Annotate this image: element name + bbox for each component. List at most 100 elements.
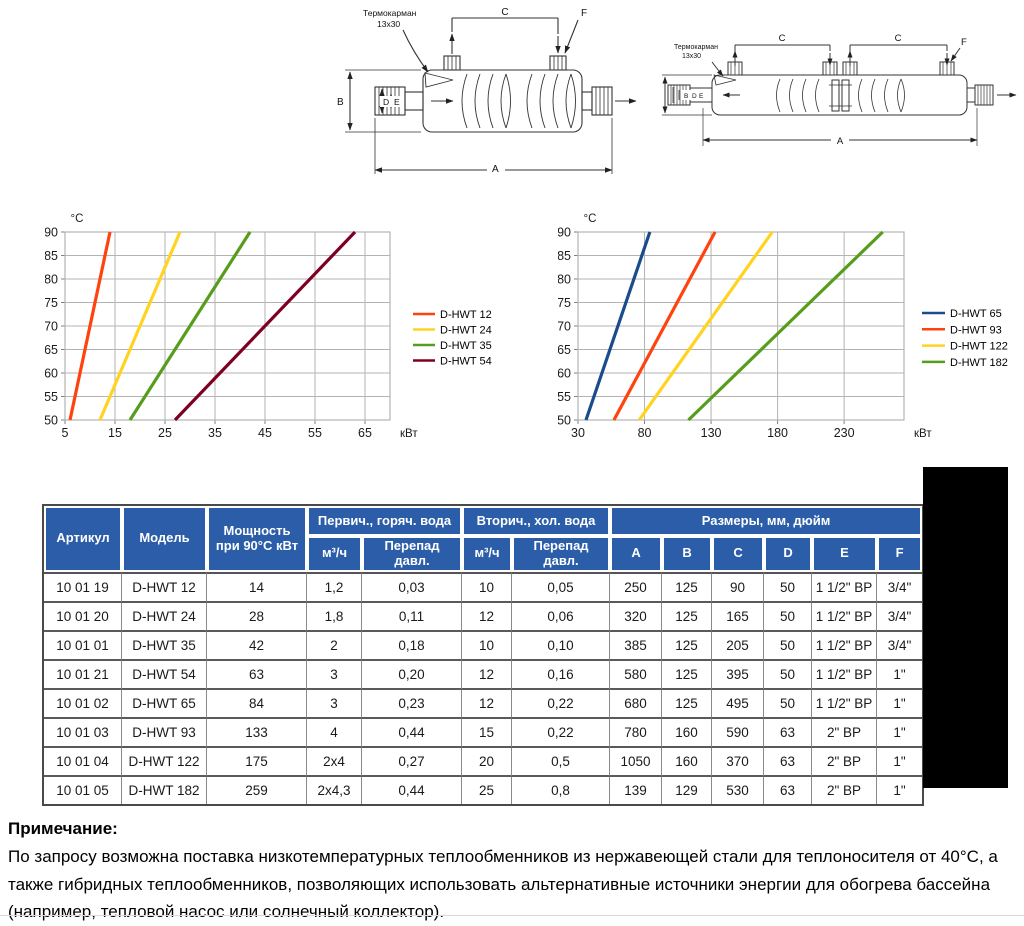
series-line-D-HWT 65 [584, 231, 652, 421]
coil-bundle [776, 78, 905, 113]
table-cell: 205 [712, 631, 765, 661]
svg-text:30: 30 [571, 426, 585, 440]
svg-text:55: 55 [45, 390, 58, 404]
dim-c-label: C [501, 7, 508, 18]
group-header-dimensions: Размеры, мм, дюйм [610, 506, 923, 536]
table-row: 10 01 01 D-HWT 35 42 2 0,18 10 0,10 385 125 205 50… [44, 631, 923, 661]
table-cell: 0,5 [512, 747, 611, 777]
series-line-D-HWT 24 [98, 231, 182, 421]
table-cell: 12 [462, 602, 513, 632]
table-cell: 0,8 [512, 776, 611, 804]
series-line-D-HWT 12 [68, 231, 112, 421]
table-cell: D-HWT 12 [122, 571, 207, 603]
table-cell: 1 1/2" ВР [812, 571, 878, 603]
x-axis-unit: кВт [400, 428, 418, 440]
col-header-dim-c: C [712, 536, 765, 572]
specification-table: Артикул Модель Мощность при 90°С кВт Пер… [42, 504, 925, 806]
thermowell-label: Термокарман [674, 44, 718, 51]
table-cell: 10 01 02 [44, 689, 122, 719]
thermowell-leader [402, 29, 429, 73]
svg-text:25: 25 [158, 426, 172, 440]
group-header-secondary: Вторич., хол. вода [462, 506, 611, 536]
group-header-primary: Первич., горяч. вода [307, 506, 463, 536]
svg-text:45: 45 [258, 426, 272, 440]
table-cell: 125 [662, 602, 713, 632]
svg-text:35: 35 [208, 426, 222, 440]
col-header-flow-primary: м³/ч [307, 536, 362, 572]
table-cell: 4 [307, 718, 362, 748]
dim-b-label: B [337, 97, 344, 108]
svg-text:85: 85 [45, 249, 58, 263]
table-cell: 0,10 [512, 631, 611, 661]
table-cell: 0,11 [362, 602, 463, 632]
table-cell: 3/4" [877, 571, 923, 603]
table-cell: 42 [207, 631, 307, 661]
table-cell: D-HWT 93 [122, 718, 207, 748]
legend-item-label: D-HWT 122 [950, 341, 1008, 353]
svg-text:15: 15 [108, 426, 122, 440]
note-body: По запросу возможна поставка низкотемпер… [8, 847, 998, 922]
svg-text:5: 5 [62, 426, 69, 440]
table-cell: 50 [764, 631, 813, 661]
table-cell: 1" [877, 661, 923, 690]
table-body: 10 01 19 D-HWT 12 14 1,2 0,03 10 0,05 250 125 90 5… [44, 571, 923, 804]
table-cell: 1" [877, 690, 923, 719]
col-header-model: Модель [122, 506, 207, 572]
dim-d-label: D [692, 93, 697, 100]
dim-c2-lines [849, 44, 948, 51]
table-cell: 10 01 20 [44, 602, 122, 632]
power-chart-dhwt-65-182: 30 80 130 180 230 50 55 60 65 70 75 80 85 90 °C кВт D-HW… [558, 213, 1008, 440]
dim-f-label: F [961, 37, 967, 48]
table-cell: 63 [764, 776, 813, 804]
dim-c-lines [451, 17, 559, 34]
table-cell: 125 [662, 571, 713, 603]
table-cell: 165 [712, 602, 765, 632]
table-cell: 15 [462, 718, 513, 748]
table-cell: 28 [207, 602, 307, 632]
legend-item-label: D-HWT 65 [950, 308, 1002, 320]
table-cell: 160 [662, 747, 713, 777]
table-cell: 84 [207, 689, 307, 719]
table-header: Артикул Модель Мощность при 90°С кВт Пер… [44, 506, 923, 572]
thermowell-icon [713, 74, 737, 86]
coil-bundle-1 [461, 73, 511, 129]
svg-text:180: 180 [767, 426, 788, 440]
table-cell: 3 [307, 689, 362, 719]
col-header-dim-b: B [662, 536, 713, 572]
table-cell: D-HWT 182 [122, 776, 207, 804]
svg-text:65: 65 [358, 426, 372, 440]
thermowell-size: 13x30 [377, 19, 400, 29]
note-title: Примечание: [8, 819, 118, 838]
table-cell: 0,20 [362, 660, 463, 690]
svg-text:75: 75 [558, 296, 571, 310]
dim-e-label: E [699, 93, 704, 100]
svg-text:55: 55 [558, 390, 571, 404]
table-cell: 1,8 [307, 602, 362, 632]
table-cell: 50 [764, 571, 813, 603]
page-bottom-rule [0, 915, 1024, 916]
dim-f-leader [950, 47, 961, 62]
table-cell: 250 [610, 571, 663, 603]
svg-text:70: 70 [558, 320, 571, 334]
table-cell: 1 1/2" ВР [812, 631, 878, 661]
col-header-dim-a: A [610, 536, 663, 572]
table-cell: 10 01 19 [44, 571, 122, 603]
svg-text:85: 85 [558, 249, 571, 263]
table-cell: 0,05 [512, 571, 611, 603]
series-line-D-HWT 54 [173, 230, 357, 422]
dim-a-label: A [837, 136, 844, 147]
table-cell: 530 [712, 776, 765, 804]
table-cell: 14 [207, 571, 307, 603]
table-cell: 3 [307, 660, 362, 690]
table-cell: 63 [207, 660, 307, 690]
table-row: 10 01 04 D-HWT 122 175 2x4 0,27 20 0,5 1050 160 3… [44, 747, 923, 777]
legend-item-label: D-HWT 12 [440, 309, 492, 321]
svg-text:80: 80 [638, 426, 652, 440]
y-axis-unit: °C [584, 213, 597, 225]
table-cell: 10 [462, 571, 513, 603]
table-cell: 10 01 04 [44, 747, 122, 777]
col-header-dim-d: D [764, 536, 813, 572]
svg-text:55: 55 [308, 426, 322, 440]
table-cell: 2x4 [307, 747, 362, 777]
table-row: 10 01 05 D-HWT 182 259 2x4,3 0,44 25 0,8 139 129… [44, 776, 922, 804]
